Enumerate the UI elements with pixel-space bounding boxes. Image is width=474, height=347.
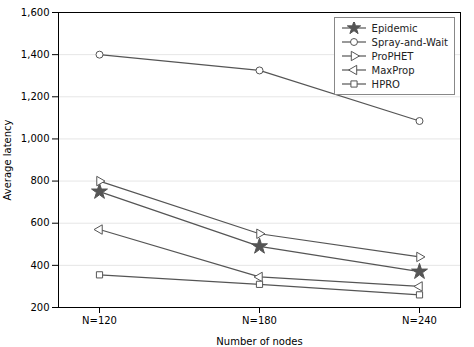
- html-text:Epidemic: Epidemic: [371, 22, 418, 34]
- svg-text:1,400: 1,400: [21, 49, 50, 60]
- svg-text:N=180: N=180: [242, 315, 277, 326]
- svg-text:200: 200: [30, 302, 49, 313]
- svg-text:400: 400: [30, 260, 49, 271]
- html-text:Spray-and-Wait: Spray-and-Wait: [371, 36, 448, 48]
- svg-text:800: 800: [30, 175, 49, 186]
- svg-text:Number of nodes: Number of nodes: [216, 336, 302, 347]
- svg-text:N=240: N=240: [402, 315, 437, 326]
- svg-text:N=120: N=120: [82, 315, 117, 326]
- svg-text:1,200: 1,200: [21, 91, 50, 102]
- html-text:MaxProp: MaxProp: [371, 64, 415, 76]
- html-text:ProPHET: ProPHET: [371, 50, 414, 62]
- html-text:HPRO: HPRO: [371, 78, 400, 90]
- svg-text:600: 600: [30, 217, 49, 228]
- svg-text:1,000: 1,000: [21, 133, 50, 144]
- svg-text:1,600: 1,600: [21, 7, 50, 18]
- svg-text:Average latency: Average latency: [2, 119, 13, 200]
